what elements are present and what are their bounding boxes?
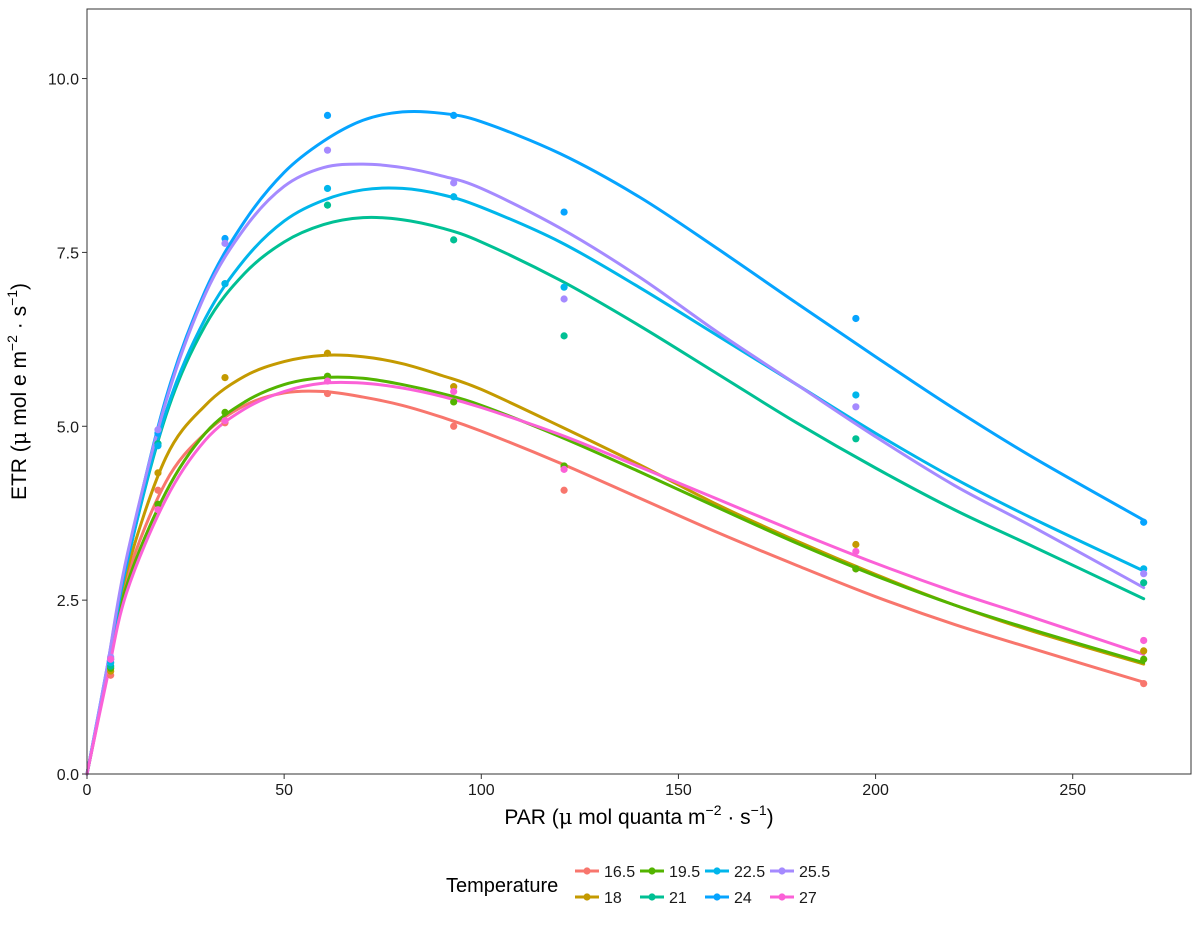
legend-key-point: [713, 893, 721, 901]
data-point-16.5: [323, 389, 332, 398]
data-point-21: [1140, 579, 1148, 587]
fit-curve-19.5: [85, 375, 1146, 776]
y-tick-label: 2.5: [57, 593, 79, 610]
data-point-27: [154, 506, 162, 514]
data-point-24: [450, 111, 458, 120]
legend-key-point: [713, 867, 721, 875]
data-point-19.5: [221, 408, 229, 416]
data-point-22.5: [154, 442, 162, 450]
data-point-27: [107, 655, 115, 663]
legend-key-point: [583, 867, 591, 875]
legend-key-point: [648, 893, 656, 901]
data-point-19.5: [450, 398, 458, 406]
legend-item-21: 21: [640, 890, 687, 907]
y-tick-label: 7.5: [57, 245, 79, 262]
x-tick-label: 250: [1059, 782, 1086, 799]
data-point-25.5: [1140, 570, 1148, 578]
data-point-18: [1140, 647, 1148, 655]
x-axis-title: PAR (μ mol quanta m−2 · s−1): [504, 802, 773, 829]
plot-panel-border: [86, 8, 1192, 775]
data-point-16.5: [560, 486, 568, 494]
data-point-22.5: [560, 283, 568, 291]
data-point-25.5: [852, 403, 860, 411]
legend: Temperature 16.5 18 19.5 21 22.5 24 25.5 27: [446, 864, 830, 907]
data-point-25.5: [450, 179, 458, 187]
data-point-22.5: [323, 184, 332, 193]
y-tick-label: 5.0: [57, 419, 79, 436]
legend-key-point: [648, 867, 656, 875]
data-point-22.5: [450, 193, 458, 201]
legend-label: 24: [734, 890, 752, 907]
x-tick-label: 50: [275, 782, 293, 799]
fit-curve-27: [85, 380, 1146, 776]
data-point-21: [560, 332, 568, 340]
legend-items: 16.5 18 19.5 21 22.5 24 25.5 27: [575, 864, 830, 907]
legend-item-22.5: 22.5: [705, 864, 765, 881]
data-point-21: [852, 435, 860, 443]
data-point-25.5: [154, 426, 162, 434]
data-point-24: [323, 111, 332, 120]
data-point-18: [323, 349, 332, 357]
data-point-25.5: [221, 239, 229, 247]
data-point-27: [852, 547, 860, 556]
fit-curve-16.5: [85, 389, 1146, 776]
data-point-19.5: [852, 565, 860, 573]
x-tick-label: 150: [665, 782, 692, 799]
data-point-16.5: [450, 422, 458, 430]
legend-title: Temperature: [446, 875, 558, 897]
y-tick-label: 0.0: [57, 767, 79, 784]
legend-label: 19.5: [669, 864, 700, 881]
x-tick-label: 0: [83, 782, 92, 799]
legend-item-18: 18: [575, 890, 622, 907]
legend-item-27: 27: [770, 890, 817, 907]
data-point-19.5: [154, 500, 162, 508]
legend-item-16.5: 16.5: [575, 864, 635, 881]
data-point-21: [323, 201, 332, 209]
data-point-24: [560, 208, 568, 216]
legend-item-24: 24: [705, 890, 752, 907]
y-axis-title: ETR (μ mol e m−2 · s−1): [4, 283, 31, 500]
x-tick-label: 100: [468, 782, 495, 799]
data-points: [107, 111, 1148, 688]
data-point-18: [221, 373, 229, 382]
data-point-25.5: [560, 295, 568, 303]
x-tick-label: 200: [862, 782, 889, 799]
data-point-18: [852, 540, 860, 549]
legend-key-point: [778, 893, 786, 901]
data-point-19.5: [1140, 655, 1148, 663]
legend-item-19.5: 19.5: [640, 864, 700, 881]
data-point-22.5: [852, 391, 860, 399]
data-point-27: [560, 465, 568, 473]
legend-label: 25.5: [799, 864, 830, 881]
axes: 0 50 100 150 200 250 0.0 2.5 5.0 7.5 10.0: [48, 72, 1086, 799]
data-point-24: [852, 314, 860, 323]
data-point-25.5: [323, 146, 332, 154]
data-point-16.5: [1140, 679, 1148, 688]
legend-key-point: [583, 893, 591, 901]
data-point-27: [1140, 636, 1148, 645]
data-point-24: [1140, 518, 1148, 526]
data-point-27: [323, 377, 332, 385]
data-point-18: [154, 469, 162, 477]
legend-label: 21: [669, 890, 687, 907]
legend-item-25.5: 25.5: [770, 864, 830, 881]
legend-label: 27: [799, 890, 817, 907]
legend-key-point: [778, 867, 786, 875]
data-point-22.5: [221, 280, 229, 288]
data-point-21: [450, 236, 458, 244]
legend-label: 16.5: [604, 864, 635, 881]
data-point-27: [450, 387, 458, 396]
data-point-16.5: [154, 486, 162, 494]
legend-label: 18: [604, 890, 622, 907]
y-tick-label: 10.0: [48, 72, 79, 89]
data-point-27: [221, 417, 229, 425]
legend-label: 22.5: [734, 864, 765, 881]
